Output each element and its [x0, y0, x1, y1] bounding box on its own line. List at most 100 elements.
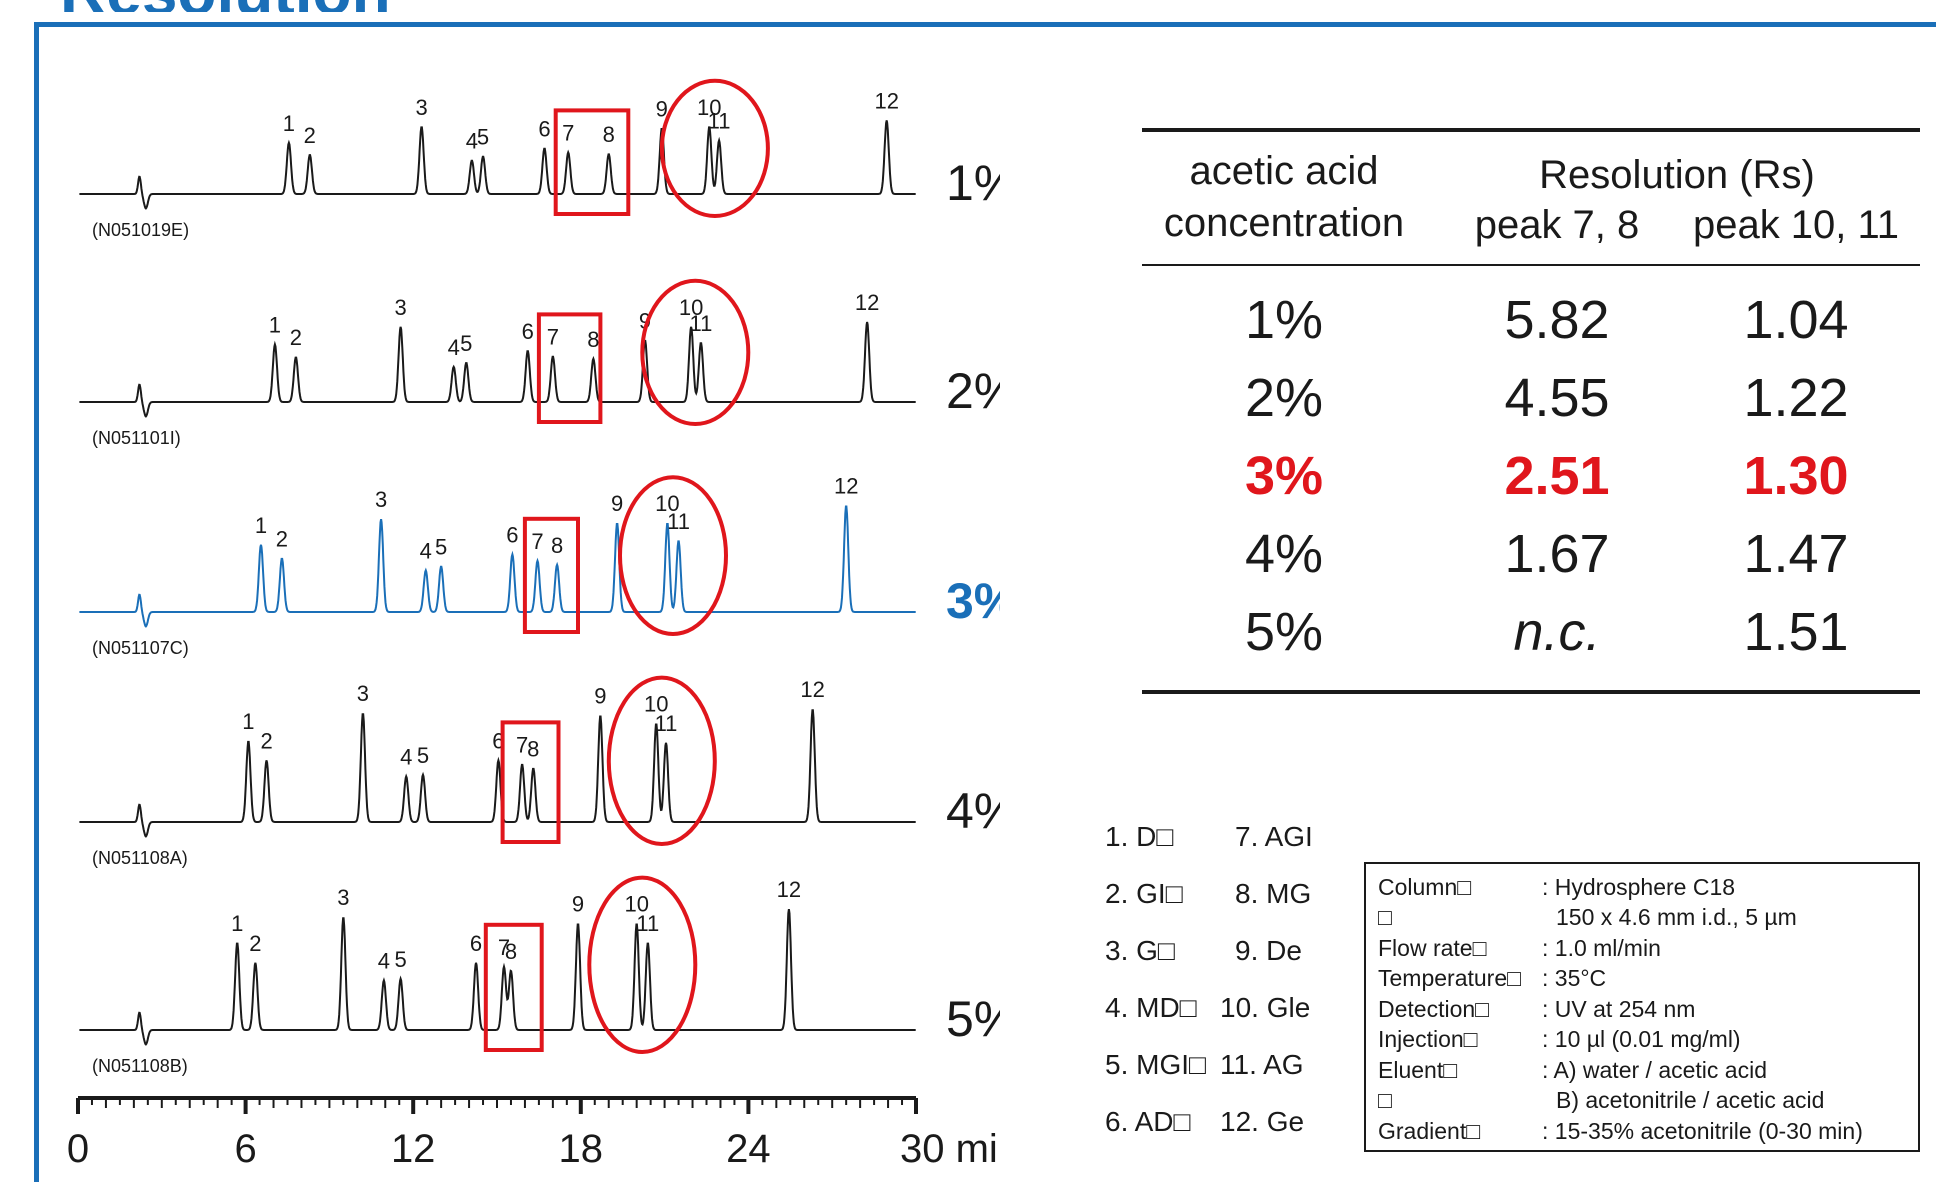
peak-label: 5: [435, 534, 447, 559]
peak-label: 11: [689, 311, 712, 336]
peak-label: 3: [375, 487, 387, 512]
table-cell-rs-7-8: 4.55: [1504, 368, 1610, 428]
table-cell-concentration: 1%: [1244, 290, 1324, 350]
legend-item: 11. AG: [1220, 1049, 1304, 1080]
peak-label: 1: [242, 709, 254, 734]
table-cell-rs-10-11: 1.51: [1743, 602, 1849, 662]
chromatogram-panel: 1234567891011121%(N051019E)1234567891011…: [67, 78, 1000, 1171]
peak-label: 3: [394, 295, 406, 320]
peak-label: 6: [470, 931, 482, 956]
peak-label: 4: [378, 948, 390, 973]
peak-label: 7: [498, 935, 510, 960]
condition-value: : UV at 254 nm: [1542, 996, 1696, 1022]
legend-item: 2. GI□: [1105, 878, 1183, 909]
peak-label: 1: [255, 513, 267, 538]
peak-label: 8: [505, 939, 517, 964]
table-rule-bottom: [1142, 690, 1920, 694]
legend-item: 1. D□: [1105, 821, 1174, 852]
chromatogram-trace: [79, 505, 916, 628]
header-conc-line1: acetic acid: [1189, 149, 1379, 193]
peak-label: 9: [594, 684, 606, 709]
legend-item: 5. MGI□: [1105, 1049, 1206, 1080]
sample-id: (N051019E): [92, 220, 189, 240]
peak-label: 3: [337, 885, 349, 910]
peak-label: 10: [624, 892, 648, 917]
peak-label: 12: [855, 290, 879, 315]
peak-label: 3: [357, 681, 369, 706]
condition-label: □: [1378, 1087, 1392, 1113]
conditions-box: Column□ : Hydrosphere C18 □ 150 x 4.6 mm…: [1364, 862, 1920, 1152]
sample-id: (N051108B): [92, 1056, 188, 1076]
peak-label: 11: [636, 911, 659, 936]
peak-label: 8: [551, 533, 563, 558]
condition-value: B) acetonitrile / acetic acid: [1556, 1087, 1825, 1113]
peak-label: 8: [527, 736, 539, 761]
table-cell-rs-10-11: 1.22: [1743, 368, 1849, 428]
resolution-table: acetic acid concentration Resolution (Rs…: [1142, 128, 1920, 694]
peak-label: 4: [448, 335, 460, 360]
condition-value: : 35°C: [1542, 965, 1607, 991]
table-cell-rs-7-8: 2.51: [1504, 446, 1610, 506]
series-label: 4%: [946, 783, 1000, 839]
condition-value: : 15-35% acetonitrile (0-30 min): [1542, 1118, 1863, 1144]
x-tick-label: 18: [559, 1127, 604, 1171]
peak-label: 1: [269, 312, 281, 337]
header-resolution: Resolution (Rs): [1539, 153, 1815, 197]
condition-value: : Hydrosphere C18: [1542, 874, 1736, 900]
table-cell-concentration: 3%: [1244, 446, 1324, 506]
condition-value: : A) water / acetic acid: [1542, 1057, 1767, 1083]
highlight-box-peaks-7-8: [536, 312, 603, 424]
peak-label: 1: [231, 911, 243, 936]
peak-label: 10: [644, 692, 668, 717]
peak-label: 1: [283, 111, 295, 136]
highlight-box-peaks-7-8: [522, 516, 581, 634]
condition-value: : 1.0 ml/min: [1542, 935, 1661, 961]
peak-label: 4: [466, 128, 478, 153]
peak-label: 10: [679, 295, 703, 320]
peak-label: 7: [531, 529, 543, 554]
legend-item: 7. AGI: [1235, 821, 1313, 852]
peak-label: 5: [477, 124, 489, 149]
top-bar: [0, 0, 1936, 24]
highlight-box-peaks-7-8: [500, 720, 561, 845]
highlight-ellipse-peaks-10-11: [640, 278, 751, 426]
peak-label: 6: [522, 319, 534, 344]
header-conc-line2: concentration: [1163, 201, 1405, 245]
peak-label: 2: [260, 728, 272, 753]
peak-label: 3: [415, 95, 427, 120]
condition-label: Eluent□: [1378, 1057, 1458, 1083]
peak-label: 12: [874, 88, 898, 113]
table-rule-top: [1142, 128, 1920, 132]
peak-label: 4: [420, 538, 432, 563]
peak-label: 9: [611, 491, 623, 516]
condition-value: : 10 µl (0.01 mg/ml): [1542, 1026, 1741, 1052]
condition-label: □: [1378, 904, 1392, 930]
peak-label: 10: [697, 95, 721, 120]
peak-label: 6: [538, 116, 550, 141]
peak-label: 10: [655, 491, 679, 516]
highlight-box-peaks-7-8: [483, 922, 544, 1052]
x-tick-label: 30 min: [900, 1127, 1000, 1171]
peak-label: 12: [834, 474, 858, 499]
condition-label: Flow rate□: [1378, 935, 1487, 961]
peak-label: 12: [777, 877, 801, 902]
legend-item: 8. MG: [1235, 878, 1312, 909]
legend-item: 10. Gle: [1220, 992, 1311, 1023]
table-cell-rs-10-11: 1.47: [1743, 524, 1849, 584]
condition-label: Gradient□: [1378, 1118, 1481, 1144]
peak-label: 2: [304, 123, 316, 148]
series-label: 3%: [946, 573, 1000, 629]
sample-id: (N051108A): [92, 848, 188, 868]
legend-item: 12. Ge: [1220, 1106, 1305, 1137]
series-label: 1%: [946, 155, 1000, 211]
peak-label: 7: [562, 120, 574, 145]
peak-label: 8: [587, 327, 599, 352]
chromatogram-trace: [79, 120, 916, 210]
legend-item: 4. MD□: [1105, 992, 1197, 1023]
table-cell-rs-7-8: 1.67: [1504, 524, 1610, 584]
peak-label: 4: [400, 744, 412, 769]
chromatogram-trace: [79, 709, 916, 838]
